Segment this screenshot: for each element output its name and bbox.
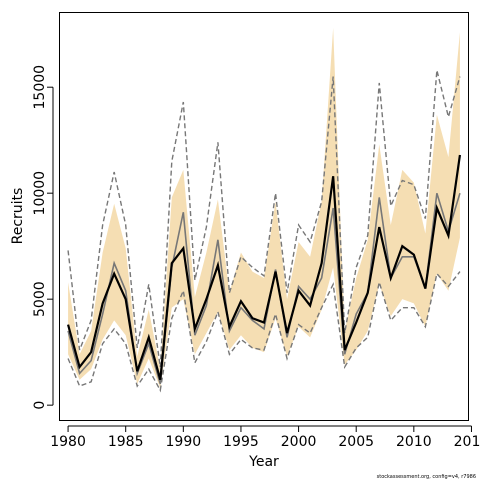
- alt-upper-bound-line: [67, 70, 461, 368]
- credit-note: stockassessment.org, config=v4, r7986: [377, 474, 476, 480]
- x-axis-title: Year: [248, 454, 279, 470]
- alt-lower-bound-line: [67, 271, 461, 393]
- y-tick-label: 15000: [32, 65, 48, 110]
- x-tick-label: 1985: [108, 434, 144, 450]
- x-tick-label: 2010: [396, 434, 432, 450]
- confidence-band-layer: [68, 27, 460, 389]
- estimate-line: [67, 154, 462, 381]
- x-tick-label: 1990: [166, 434, 202, 450]
- x-tick-label: 2000: [281, 434, 317, 450]
- series-lines-layer: [67, 70, 462, 393]
- y-axis-title: Recruits: [10, 188, 26, 245]
- confidence-band: [68, 27, 460, 389]
- x-tick-label: 2005: [338, 434, 374, 450]
- x-tick-label: 1980: [50, 434, 86, 450]
- axes-layer: 1980 1985 1990 1995 2000 2005 2010 2015 0 5000 100…: [32, 65, 480, 450]
- y-tick-label: 0: [32, 401, 48, 410]
- x-tick-label: 1995: [223, 434, 259, 450]
- plot-frame: [59, 12, 469, 421]
- x-tick-label: 2015: [454, 434, 480, 450]
- y-tick-label: 10000: [32, 171, 48, 216]
- y-tick-label: 5000: [32, 281, 48, 317]
